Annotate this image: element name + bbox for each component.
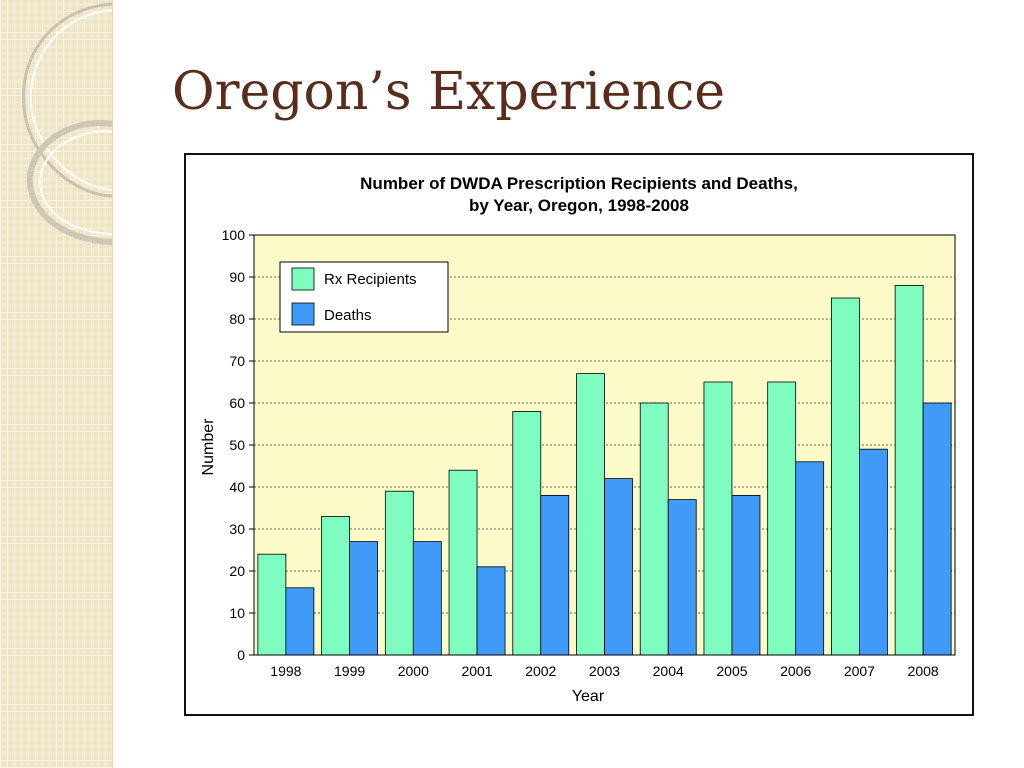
x-tick-label-2006: 2006 — [780, 663, 811, 679]
y-tick-label-50: 50 — [229, 437, 245, 453]
decorative-side-strip — [0, 0, 113, 768]
bar-rx-recipients-1999 — [321, 515, 350, 656]
decorative-arc-outer-highlight — [29, 9, 113, 191]
decorative-arc-outer — [22, 2, 113, 198]
x-tick-label-2008: 2008 — [908, 663, 939, 679]
bar-deaths-2000 — [412, 541, 442, 656]
bar-rx-recipients-2002 — [512, 410, 542, 656]
x-tick-label-1998: 1998 — [270, 663, 301, 679]
bars — [257, 284, 952, 656]
bar-rx-recipients-1998 — [257, 553, 287, 656]
chart-frame: Number of DWDA Prescription Recipients a… — [184, 153, 974, 716]
y-tick-label-0: 0 — [237, 647, 245, 663]
bar-deaths-2008 — [922, 402, 952, 656]
chart-title: Number of DWDA Prescription Recipients a… — [360, 174, 798, 193]
bar-deaths-2004 — [667, 499, 697, 656]
legend-swatch-rx-recipients — [291, 267, 315, 291]
x-tick-label-1999: 1999 — [334, 663, 365, 679]
bar-rx-recipients-2004 — [639, 402, 669, 656]
x-tick-label-2000: 2000 — [398, 663, 429, 679]
x-tick-label-2004: 2004 — [653, 663, 684, 679]
bar-deaths-2007 — [859, 448, 888, 656]
x-tick-label-2007: 2007 — [844, 663, 875, 679]
legend: Rx Recipients Deaths — [279, 261, 449, 333]
bar-chart: Number of DWDA Prescription Recipients a… — [200, 174, 956, 705]
y-tick-label-90: 90 — [229, 269, 245, 285]
y-axis-ticks: 0 10 20 30 40 50 60 70 80 90 100 — [222, 227, 254, 663]
x-tick-label-2002: 2002 — [525, 663, 556, 679]
y-tick-label-20: 20 — [229, 563, 245, 579]
decorative-arc-inner — [26, 120, 113, 245]
y-tick-label-10: 10 — [229, 605, 245, 621]
bar-rx-recipients-2006 — [767, 381, 797, 656]
x-axis-ticks: 1998 1999 2000 2001 2002 2003 2004 2005 2006 2007… — [270, 663, 939, 679]
x-tick-label-2005: 2005 — [716, 663, 747, 679]
bar-deaths-2003 — [604, 478, 633, 656]
chart-subtitle: by Year, Oregon, 1998-2008 — [469, 196, 689, 215]
slide-title: Oregon’s Experience — [172, 62, 726, 122]
bar-rx-recipients-2008 — [894, 284, 924, 656]
bar-deaths-2005 — [731, 494, 761, 656]
y-tick-label-30: 30 — [229, 521, 245, 537]
bar-deaths-1998 — [285, 587, 315, 656]
y-tick-label-70: 70 — [229, 353, 245, 369]
bar-deaths-2002 — [540, 494, 570, 656]
legend-label-deaths: Deaths — [324, 307, 372, 324]
y-tick-label-60: 60 — [229, 395, 245, 411]
y-tick-label-40: 40 — [229, 479, 245, 495]
bar-deaths-1999 — [349, 541, 378, 656]
x-axis-title: Year — [572, 688, 605, 705]
bar-rx-recipients-2003 — [576, 373, 605, 656]
bar-rx-recipients-2000 — [384, 490, 414, 656]
bar-rx-recipients-2007 — [831, 297, 860, 656]
decorative-rings — [22, 2, 113, 245]
decorative-arc-inner-highlight — [38, 130, 113, 235]
x-tick-label-2003: 2003 — [589, 663, 620, 679]
y-tick-label-100: 100 — [222, 227, 246, 243]
y-axis-title: Number — [200, 418, 217, 476]
bar-deaths-2006 — [795, 461, 825, 656]
bar-rx-recipients-2001 — [448, 469, 478, 656]
bar-rx-recipients-2005 — [703, 381, 733, 656]
legend-swatch-deaths — [291, 302, 315, 326]
bar-deaths-2001 — [476, 566, 506, 656]
legend-label-rx-recipients: Rx Recipients — [324, 271, 417, 288]
x-tick-label-2001: 2001 — [461, 663, 492, 679]
y-tick-label-80: 80 — [229, 311, 245, 327]
